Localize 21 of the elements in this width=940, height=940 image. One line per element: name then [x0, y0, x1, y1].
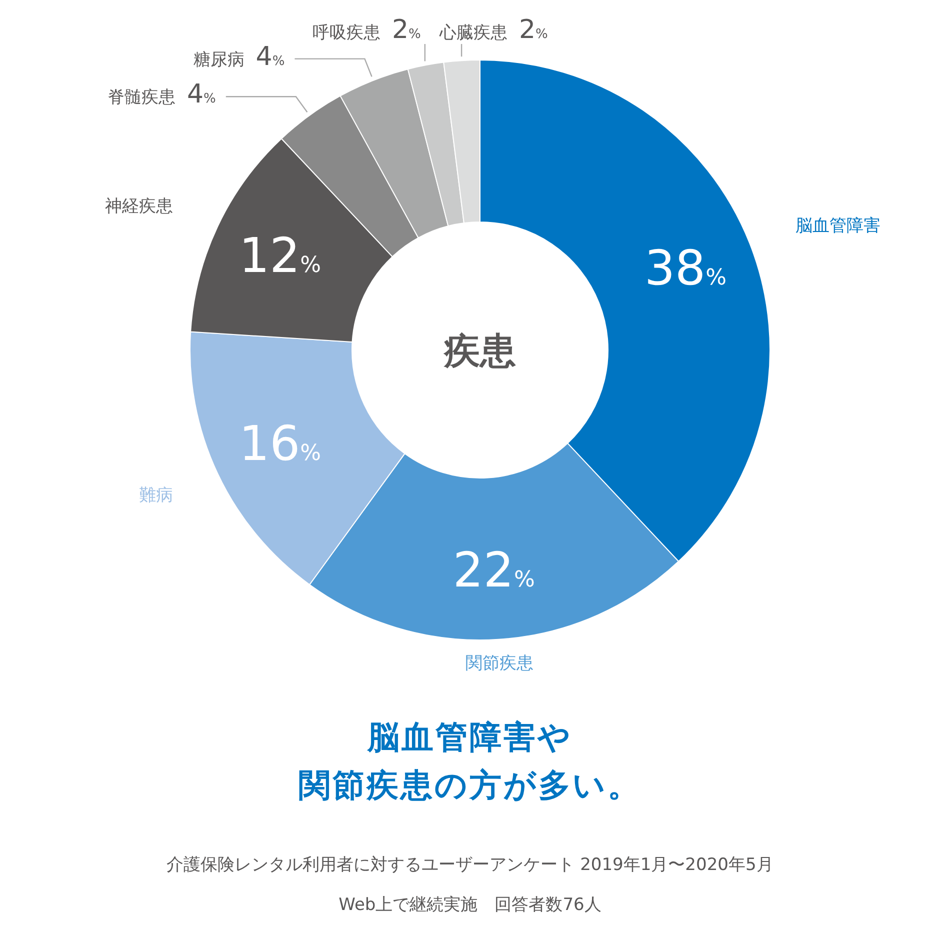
- data-label: 2%: [518, 15, 548, 45]
- data-label: 38%: [644, 240, 726, 297]
- data-label: 2%: [392, 15, 421, 45]
- slice-label: 難病: [138, 485, 173, 506]
- data-label: 16%: [239, 416, 322, 472]
- text: 疾患: [443, 331, 516, 372]
- slice-label: 脊髄疾患: [108, 88, 176, 108]
- data-label: 4%: [256, 42, 285, 72]
- slice-label: 心臓疾患: [440, 23, 508, 43]
- text: 介護保険レンタル利用者に対するユーザーアンケート 2019年1月〜2020年5月: [166, 855, 774, 875]
- text: 関節疾患の方が多い。: [298, 766, 642, 804]
- slice-label: 脳血管障害: [795, 216, 880, 236]
- slice-label: 呼吸疾患: [312, 23, 381, 43]
- slice-label: 神経疾患: [104, 196, 173, 217]
- slice-label: 関節疾患: [466, 654, 534, 674]
- text: Web上で継続実施 回答者数76人: [338, 895, 602, 915]
- text: 脳血管障害や: [366, 718, 572, 756]
- slice-label: 糖尿病: [193, 50, 244, 70]
- data-label: 12%: [239, 228, 322, 284]
- data-label: 22%: [452, 542, 535, 599]
- data-label: 4%: [187, 80, 216, 110]
